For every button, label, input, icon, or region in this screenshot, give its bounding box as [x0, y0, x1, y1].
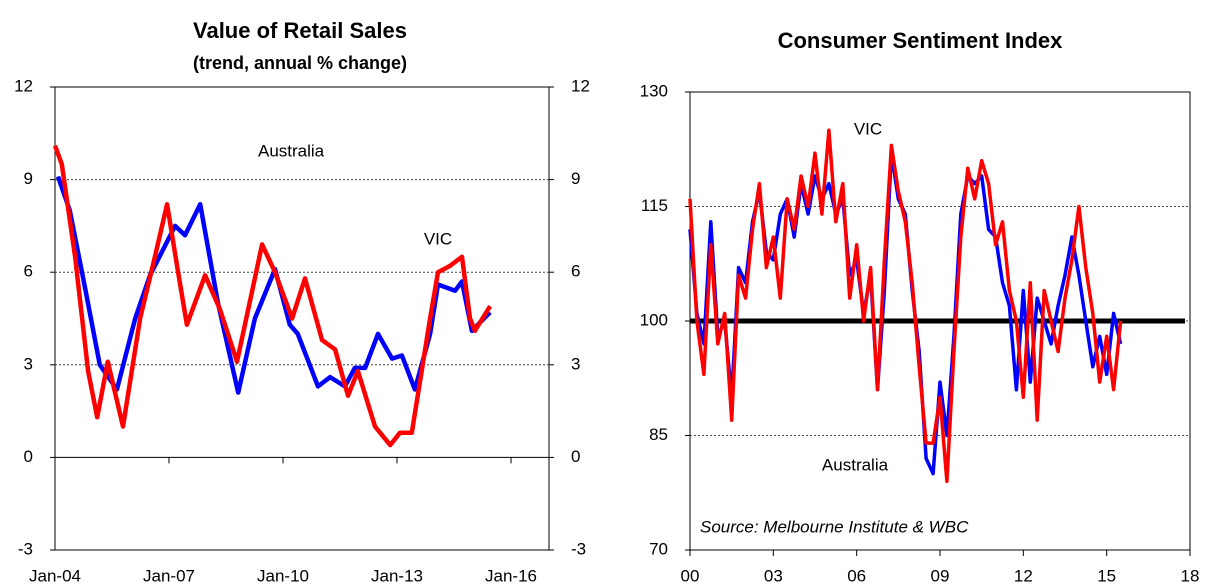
- series-line: [55, 175, 492, 395]
- x-tick-label: Jan-13: [371, 566, 423, 585]
- x-tick-label: Jan-16: [485, 566, 537, 585]
- x-tick-label: 15: [1097, 566, 1116, 585]
- y-tick-label: 6: [24, 262, 33, 281]
- y-tick-label: 0: [24, 447, 33, 466]
- x-tick-label: Jan-07: [143, 566, 195, 585]
- y2-tick-label: 6: [571, 262, 580, 281]
- y-tick-label: -3: [18, 539, 33, 558]
- y-tick-label: 9: [24, 169, 33, 188]
- plot-frame: [54, 86, 550, 551]
- y2-tick-label: 12: [571, 76, 590, 95]
- y-tick-label: 85: [649, 425, 668, 444]
- y-tick-label: 115: [641, 196, 668, 215]
- y2-tick-label: 9: [571, 169, 580, 188]
- y-tick-label: 70: [649, 539, 668, 558]
- y-tick-label: 100: [640, 310, 668, 329]
- x-tick-label: Jan-04: [29, 566, 81, 585]
- series-line: [688, 151, 1123, 476]
- annotation: Source: Melbourne Institute & WBC: [700, 517, 969, 536]
- annotation: VIC: [424, 229, 452, 248]
- y2-tick-label: 0: [571, 447, 580, 466]
- x-tick-label: 09: [931, 566, 950, 585]
- series-line: [52, 144, 493, 448]
- x-tick-label: 03: [764, 566, 783, 585]
- x-tick-label: 00: [681, 566, 700, 585]
- chart-title: Value of Retail Sales: [193, 18, 407, 43]
- y-tick-label: 3: [24, 354, 33, 373]
- x-tick-label: 12: [1014, 566, 1033, 585]
- x-tick-label: Jan-10: [257, 566, 309, 585]
- annotation: VIC: [854, 119, 882, 138]
- annotation: Australia: [822, 455, 889, 474]
- chart-title: Consumer Sentiment Index: [778, 28, 1064, 53]
- x-tick-label: 18: [1181, 566, 1200, 585]
- y2-tick-label: 3: [571, 354, 580, 373]
- y-tick-label: 12: [14, 76, 33, 95]
- chart-subtitle: (trend, annual % change): [193, 53, 407, 73]
- series-line: [688, 128, 1123, 484]
- y-tick-label: 130: [640, 81, 668, 100]
- x-tick-label: 06: [847, 566, 866, 585]
- y2-tick-label: -3: [571, 539, 586, 558]
- annotation: Australia: [258, 141, 325, 160]
